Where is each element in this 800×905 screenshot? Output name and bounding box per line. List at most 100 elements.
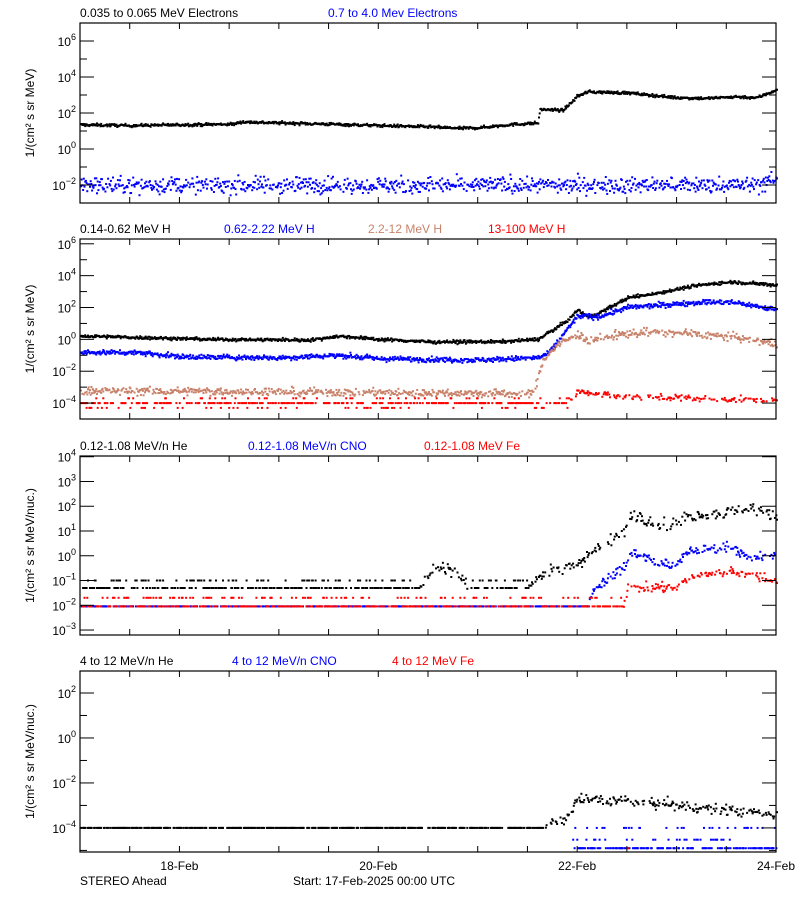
data-point (344, 179, 346, 181)
data-point (118, 183, 120, 185)
data-point (539, 188, 541, 190)
data-point (491, 395, 493, 397)
data-point (347, 184, 349, 186)
data-point (608, 336, 610, 338)
data-point (352, 184, 354, 186)
data-point (379, 183, 381, 185)
data-point (326, 187, 328, 189)
data-point (107, 178, 109, 180)
data-point (709, 180, 711, 182)
data-point (752, 280, 754, 282)
data-point (308, 402, 310, 404)
data-point (538, 339, 540, 341)
data-point (532, 391, 534, 393)
data-point (548, 353, 550, 355)
data-point (141, 407, 143, 409)
data-point (116, 187, 118, 189)
data-point (95, 177, 97, 179)
data-point (471, 186, 473, 188)
data-point (354, 394, 356, 396)
data-point (330, 389, 332, 391)
data-point (612, 339, 614, 341)
data-point (255, 175, 257, 177)
data-point (722, 185, 724, 187)
data-point (221, 391, 223, 393)
data-point (604, 184, 606, 186)
data-point (264, 192, 266, 194)
data-point (203, 187, 205, 189)
data-point (636, 336, 638, 338)
data-point (492, 181, 494, 183)
data-point (219, 183, 221, 185)
data-point (388, 402, 390, 404)
data-point (694, 184, 696, 186)
data-point (331, 395, 333, 397)
data-point (578, 177, 580, 179)
data-point (684, 177, 686, 179)
data-point (147, 388, 149, 390)
data-point (534, 337, 536, 339)
data-point (347, 402, 349, 404)
data-point (168, 180, 170, 182)
data-point (693, 301, 695, 303)
data-point (259, 180, 261, 182)
data-point (315, 402, 317, 404)
data-point (294, 393, 296, 395)
data-point (361, 181, 363, 183)
data-point (212, 181, 214, 183)
data-point (652, 187, 654, 189)
data-point (613, 192, 615, 194)
data-point (622, 309, 624, 311)
data-point (303, 390, 305, 392)
data-point (633, 329, 635, 331)
data-point (301, 402, 303, 404)
data-point (680, 188, 682, 190)
data-point (382, 397, 384, 399)
data-point (175, 402, 177, 404)
data-point (189, 354, 191, 356)
data-point (102, 388, 104, 390)
data-point (129, 387, 131, 389)
data-point (122, 184, 124, 186)
data-point (235, 392, 237, 394)
data-point (100, 184, 102, 186)
data-point (225, 186, 227, 188)
data-point (226, 354, 228, 356)
data-point (487, 184, 489, 186)
data-point (663, 94, 665, 96)
data-point (339, 185, 341, 187)
data-point (708, 302, 710, 304)
data-point (379, 397, 381, 399)
data-point (690, 184, 692, 186)
data-point (381, 402, 383, 404)
data-point (242, 359, 244, 361)
data-point (654, 181, 656, 183)
data-point (704, 185, 706, 187)
data-point (751, 184, 753, 186)
data-point (269, 390, 271, 392)
data-point (118, 185, 120, 187)
data-point (139, 194, 141, 196)
data-point (220, 387, 222, 389)
data-point (574, 181, 576, 183)
data-point (437, 393, 439, 395)
data-point (377, 181, 379, 183)
data-point (487, 190, 489, 192)
data-point (736, 179, 738, 181)
data-point (120, 175, 122, 177)
data-point (667, 333, 669, 335)
data-point (125, 388, 127, 390)
data-point (149, 351, 151, 353)
data-point (505, 360, 507, 362)
data-point (485, 392, 487, 394)
data-point (384, 341, 386, 343)
data-point (124, 391, 126, 393)
data-point (193, 391, 195, 393)
data-point (131, 402, 133, 404)
data-point (592, 319, 594, 321)
data-point (141, 388, 143, 390)
data-point (585, 185, 587, 187)
data-point (484, 185, 486, 187)
data-point (298, 183, 300, 185)
data-point (554, 187, 556, 189)
